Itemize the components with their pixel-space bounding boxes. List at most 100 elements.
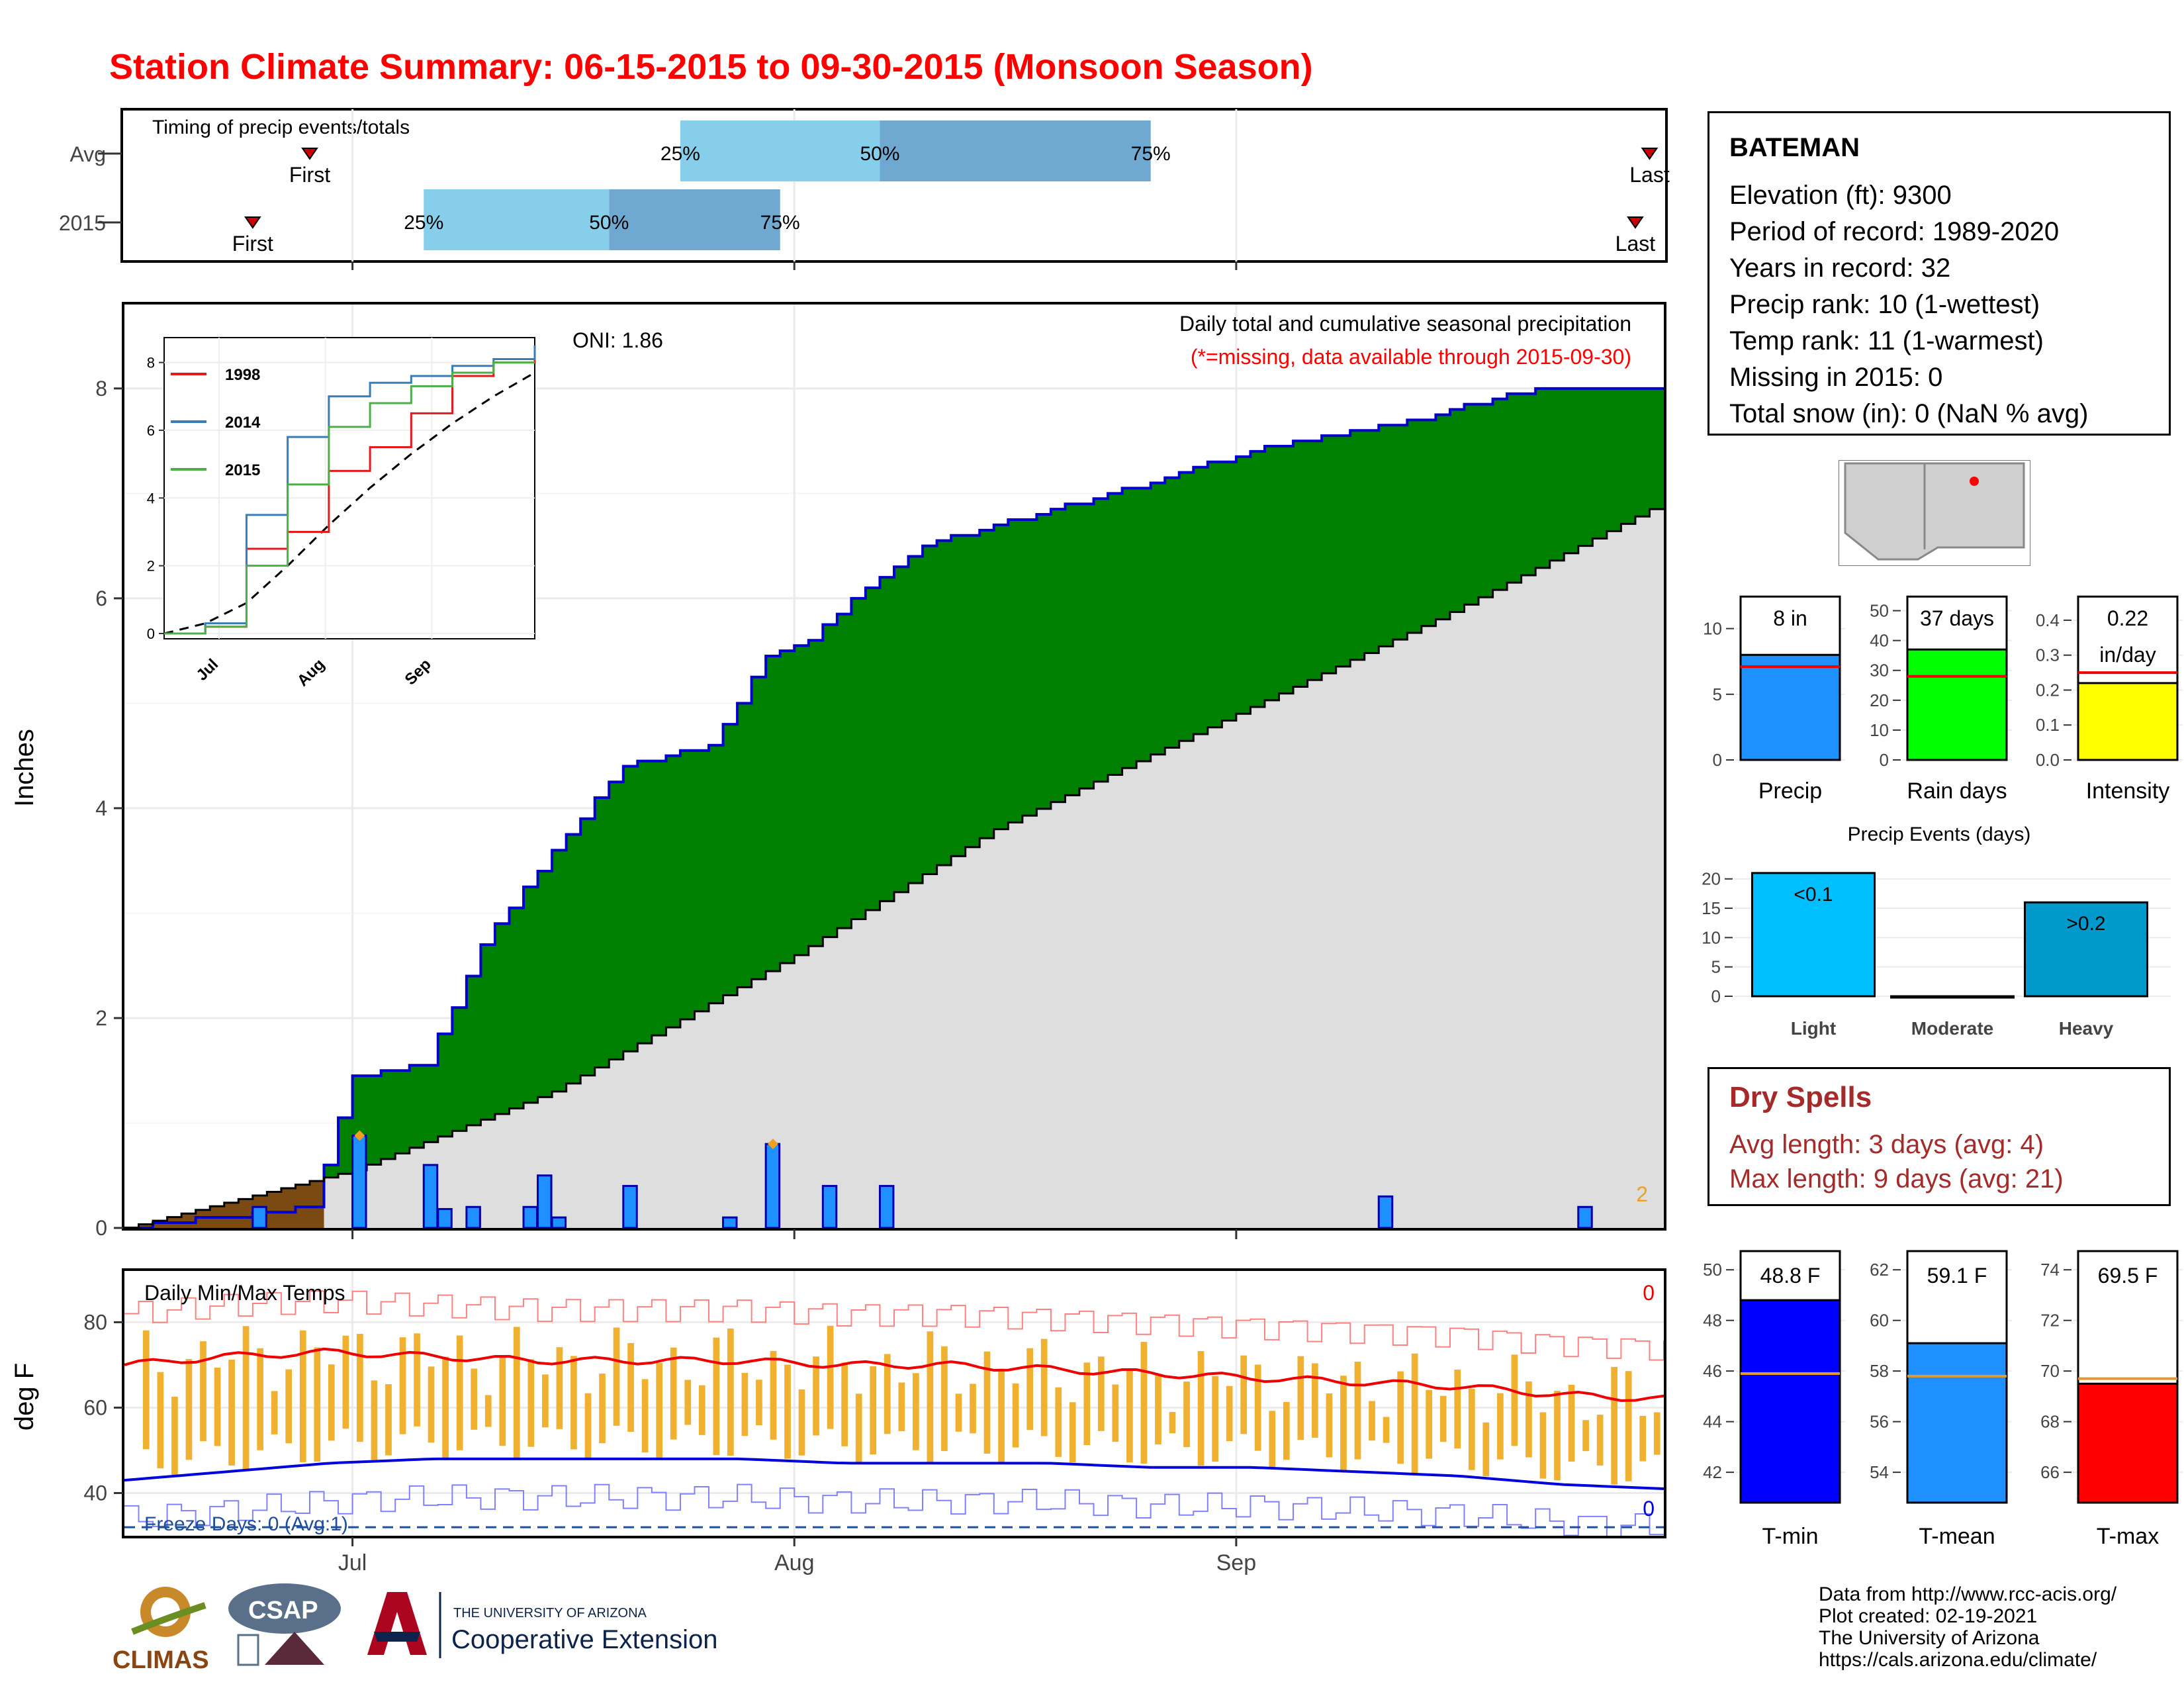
dry-spells-max: Max length: 9 days (avg: 21) — [1729, 1164, 2064, 1194]
precip-chart: Inches 0 2 4 6 8 Daily total and cumulative s… — [10, 302, 1666, 1240]
max-day-marker-icon — [354, 1130, 365, 1141]
dry-spells-box: Dry Spells Avg length: 3 days (avg: 4) M… — [1707, 1067, 2171, 1206]
small-bar-ytick-label: 0.0 — [2036, 750, 2060, 770]
daily-temp-range-bar — [1183, 1382, 1190, 1448]
daily-temp-range-bar — [941, 1346, 948, 1452]
daily-temp-range-bar — [1326, 1393, 1333, 1458]
small-bar-ytick-label: 5 — [1713, 684, 1722, 704]
daily-temp-range-bar — [1240, 1355, 1248, 1434]
small-bar-ytick-label: 0 — [1713, 750, 1722, 770]
csap-logo: CSAP — [228, 1583, 341, 1666]
location-map — [1839, 460, 2030, 566]
temp-bar-ytick-label: 50 — [1703, 1260, 1722, 1280]
avg-cumulative-line — [124, 508, 1664, 1229]
temp-bar-value: 59.1 F — [1927, 1264, 1987, 1288]
inset-avg-line — [163, 371, 535, 635]
daily-temp-range-bar — [342, 1335, 349, 1429]
daily-temp-range-bar — [884, 1354, 891, 1434]
station-marker-icon — [1970, 477, 1979, 486]
temp-summary-bars: 42 44 46 48 50 48.8 F T-min 54 56 58 60 62 59.1 F T-m… — [1703, 1250, 2183, 1549]
daily-temp-range-bar — [1568, 1384, 1575, 1462]
daily-temp-range-bar — [1312, 1363, 1318, 1438]
daily-temp-range-bar — [271, 1391, 278, 1434]
daily-precip-bar — [821, 1185, 838, 1229]
ua-bottom-text: Cooperative Extension — [451, 1625, 717, 1654]
inset-ytick-label: 4 — [147, 490, 155, 506]
csap-text: CSAP — [248, 1597, 318, 1624]
daily-temp-range-bar — [827, 1325, 834, 1429]
daily-temp-range-bar — [285, 1369, 293, 1444]
daily-temp-range-bar — [627, 1342, 634, 1432]
daily-temp-range-bar — [584, 1393, 592, 1459]
temp-bar-fill — [2077, 1382, 2179, 1504]
ua-logo: THE UNIVERSITY OF ARIZONA Cooperative Ex… — [367, 1592, 717, 1658]
timing-bar-50-75 — [880, 120, 1151, 181]
inset-series-line — [164, 361, 535, 635]
daily-temp-range-bar — [1511, 1354, 1518, 1446]
events-bar-label: <0.1 — [1794, 884, 1833, 906]
precip-ylabel: Inches — [10, 729, 39, 807]
temp-bar-fill — [1739, 1299, 1841, 1504]
daily-precip-bar — [422, 1164, 439, 1229]
daily-temp-range-bar — [556, 1347, 563, 1429]
station-info-line: Precip rank: 10 (1-wettest) — [1729, 290, 2040, 319]
daily-temp-range-bar — [727, 1328, 734, 1456]
daily-temp-range-bar — [527, 1359, 535, 1447]
small-bar-ytick-label: 50 — [1870, 601, 1889, 621]
daily-temp-range-bar — [1596, 1415, 1604, 1466]
temp-bar-ytick-label: 56 — [1870, 1412, 1889, 1432]
footer-line: The University of Arizona — [1819, 1627, 2040, 1649]
timing-p50: 50% — [860, 143, 899, 165]
precip-ytick-label: 0 — [95, 1216, 107, 1240]
daily-temp-range-bar — [841, 1362, 848, 1446]
daily-temp-range-bar — [1482, 1422, 1490, 1477]
daily-temp-range-bar — [927, 1331, 934, 1464]
daily-temp-range-bar — [1069, 1402, 1076, 1463]
freeze-days-label: Freeze Days: 0 (Avg:1) — [144, 1513, 348, 1535]
month-tick-label: Sep — [1216, 1550, 1257, 1575]
daily-temp-range-bar — [1582, 1420, 1589, 1452]
daily-temp-range-bar — [513, 1327, 520, 1459]
daily-temp-range-bar — [1525, 1381, 1532, 1458]
daily-temp-range-bar — [1112, 1384, 1119, 1442]
timing-first: First — [289, 163, 330, 187]
temp-ylabel: deg F — [10, 1363, 39, 1430]
page-title: Station Climate Summary: 06-15-2015 to 0… — [109, 47, 1313, 87]
daily-temp-range-bar — [171, 1396, 178, 1477]
daily-temp-range-bar — [741, 1372, 749, 1436]
daily-temp-range-bar — [1283, 1401, 1290, 1460]
avg-min-line — [124, 1457, 1664, 1491]
small-bar-label: Precip — [1758, 778, 1822, 804]
timing-panel: Timing of precip events/totals Avg 25% 50%… — [59, 108, 1670, 270]
freeze-days-count: 0 — [1643, 1497, 1655, 1521]
small-bar-ytick-label: 0.4 — [2036, 610, 2060, 630]
temp-bar-ytick-label: 46 — [1703, 1361, 1722, 1381]
daily-temp-range-bar — [855, 1393, 862, 1463]
footer-credits: Data from http://www.rcc-acis.org/ Plot … — [1819, 1583, 2116, 1671]
station-info-line: Elevation (ft): 9300 — [1729, 181, 1952, 210]
month-tick-label: Jul — [338, 1550, 367, 1575]
cumulative-2015-line — [124, 387, 1664, 1229]
first-marker-icon — [301, 148, 318, 160]
timing-bar-50-75 — [609, 189, 780, 250]
daily-temp-range-bar — [1383, 1417, 1390, 1443]
small-bar-value: 8 in — [1773, 606, 1807, 630]
daily-temp-range-bar — [1539, 1412, 1547, 1479]
timing-bar-25-50 — [680, 120, 880, 181]
timing-p50: 50% — [589, 212, 629, 234]
daily-temp-range-bar — [299, 1330, 306, 1462]
footer-line: Data from http://www.rcc-acis.org/ — [1819, 1583, 2117, 1605]
small-bar-ytick-label: 30 — [1870, 661, 1889, 680]
daily-temp-range-bar — [1439, 1395, 1447, 1442]
daily-temp-range-bar — [200, 1341, 206, 1442]
small-bar-ytick-label: 0.2 — [2036, 680, 2060, 700]
avg-cumulative-area — [124, 509, 1664, 1228]
events-category-label: Moderate — [1911, 1018, 1993, 1039]
inset-ytick-label: 6 — [147, 422, 155, 439]
daily-temp-range-bar — [428, 1366, 435, 1443]
temp-ytick-label: 40 — [83, 1481, 107, 1505]
events-category-label: Heavy — [2059, 1018, 2114, 1039]
temp-chart: deg F 40 60 80 Jul Aug Sep Daily Min/Max Temps… — [10, 1268, 1666, 1575]
daily-temp-range-bar — [185, 1358, 193, 1460]
daily-temp-range-bar — [983, 1351, 991, 1454]
